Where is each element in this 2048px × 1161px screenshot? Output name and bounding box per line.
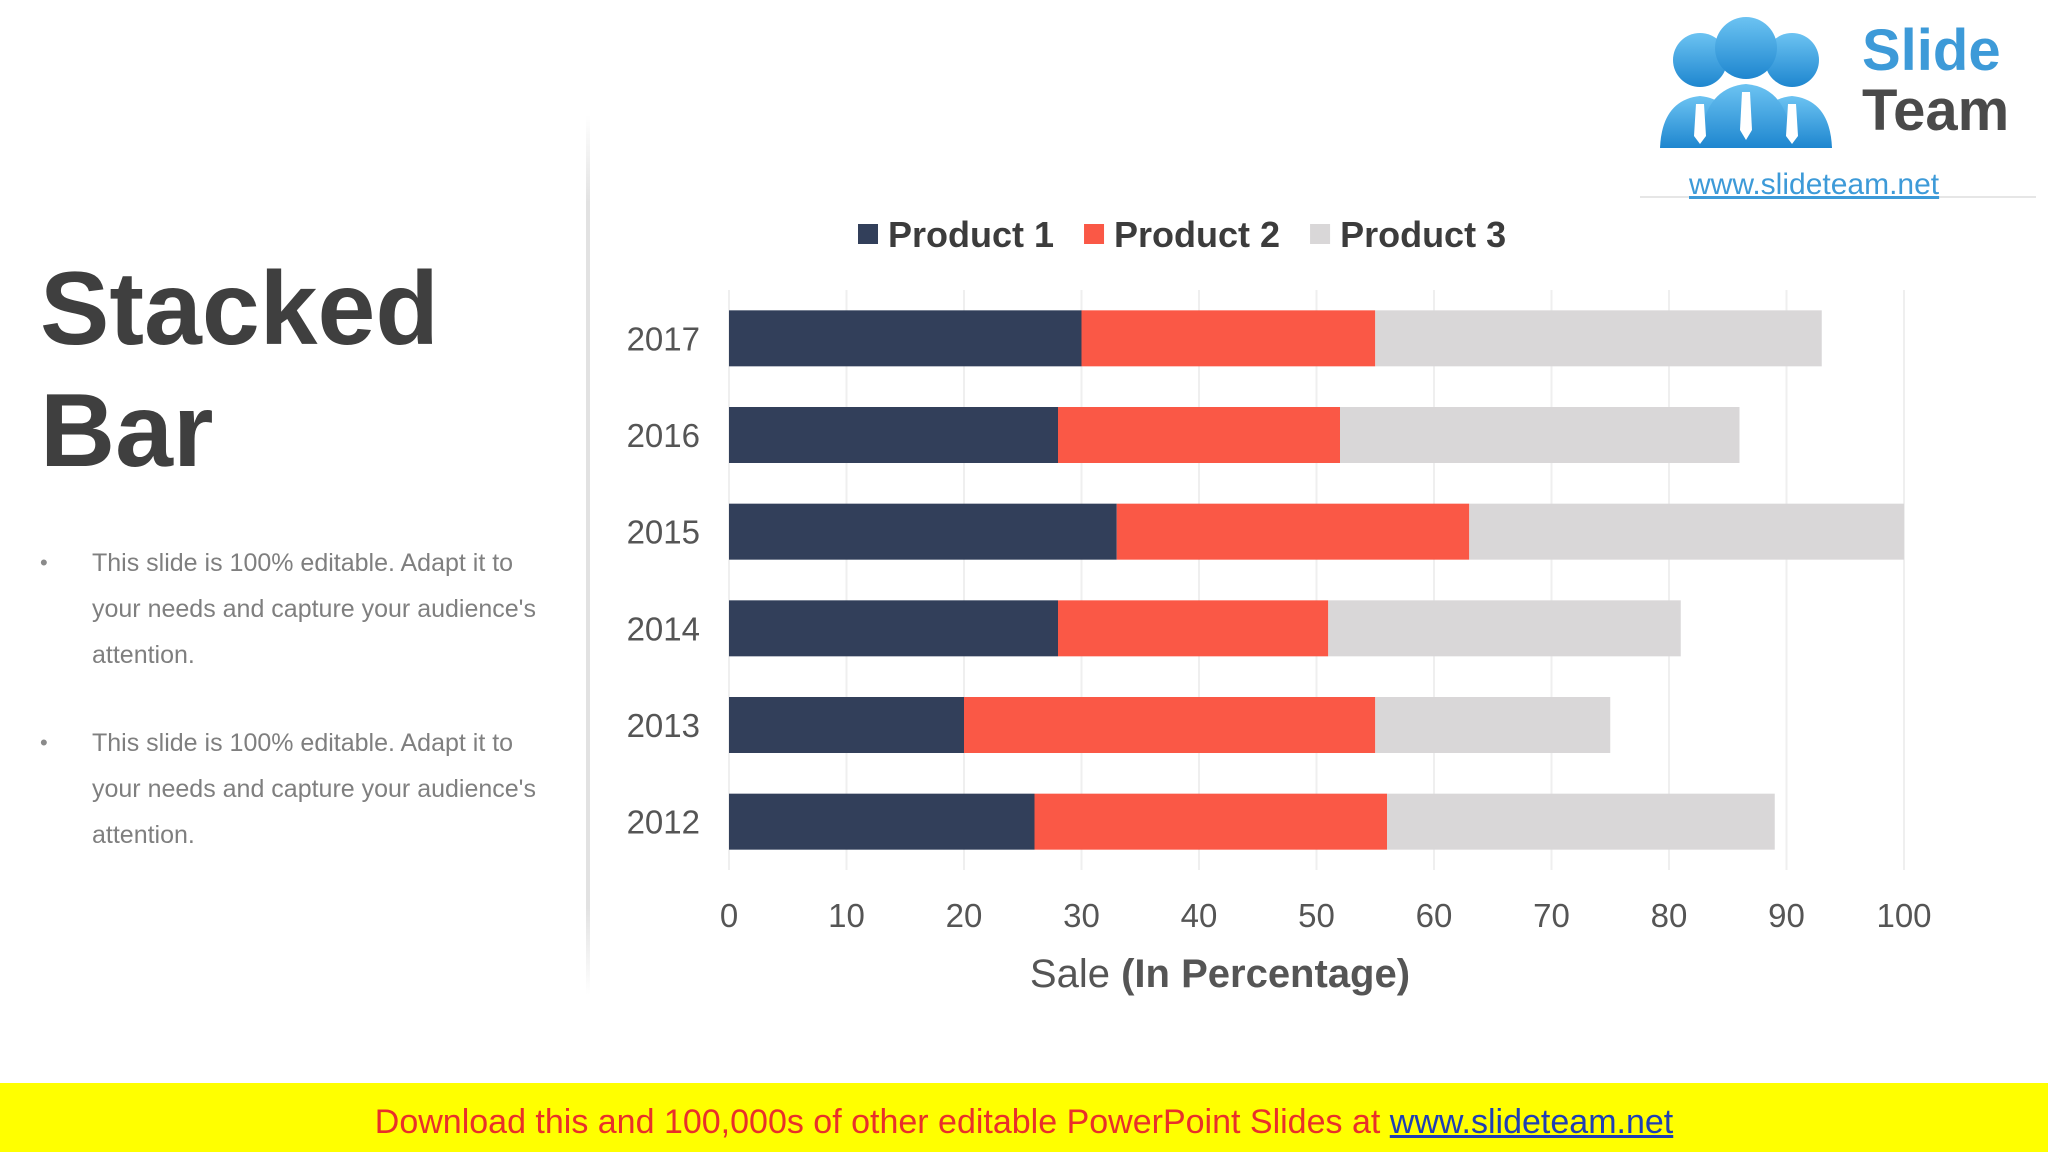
bar-segment xyxy=(1058,600,1329,657)
slide-title-line-1: Stacked xyxy=(40,251,439,367)
category-label: 2017 xyxy=(627,320,700,357)
slide-title-line-2: Bar xyxy=(40,373,214,489)
x-tick-label: 0 xyxy=(720,897,738,934)
x-tick-label: 70 xyxy=(1533,897,1570,934)
slideteam-logo: Slide Team www.slideteam.net xyxy=(1640,8,2036,201)
bar-segment xyxy=(1387,793,1775,850)
footer-text: Download this and 100,000s of other edit… xyxy=(374,1103,1390,1141)
x-tick-label: 60 xyxy=(1416,897,1453,934)
category-label: 2013 xyxy=(627,707,700,744)
x-tick-label: 40 xyxy=(1181,897,1218,934)
x-axis-title-bold: (In Percentage) xyxy=(1121,952,1410,996)
x-tick-label: 100 xyxy=(1876,897,1931,934)
bar-segment xyxy=(729,793,1035,850)
bar-segment xyxy=(1328,600,1681,657)
category-label: 2012 xyxy=(627,804,700,841)
bar-segment xyxy=(729,407,1058,463)
slide-title: Stacked Bar xyxy=(40,248,439,492)
gridlines xyxy=(728,290,1905,870)
x-axis-title: Sale (In Percentage) xyxy=(1030,952,1410,996)
legend-label: Product 1 xyxy=(888,214,1054,255)
chart-legend: Product 1 Product 2 Product 3 xyxy=(858,214,1506,255)
x-axis-title-regular: Sale xyxy=(1030,952,1121,996)
legend-swatch xyxy=(1310,224,1331,244)
bar-segment xyxy=(1375,310,1822,367)
vertical-divider xyxy=(586,115,590,995)
category-labels: 2017 2016 2015 2014 2013 2012 xyxy=(627,320,700,840)
legend-swatch xyxy=(1084,224,1105,244)
category-label: 2014 xyxy=(627,610,700,647)
legend-label: Product 3 xyxy=(1340,214,1506,255)
x-tick-label: 10 xyxy=(828,897,865,934)
x-tick-labels: 0 10 20 30 40 50 60 70 80 90 100 xyxy=(720,897,1932,934)
bar-segment xyxy=(1058,407,1340,463)
x-tick-label: 80 xyxy=(1651,897,1688,934)
legend-swatch xyxy=(858,224,878,244)
category-label: 2016 xyxy=(627,417,700,454)
bar-segment xyxy=(1116,503,1470,560)
bar-segment xyxy=(1081,310,1376,367)
logo-url-link[interactable]: www.slideteam.net xyxy=(1689,168,1940,201)
x-tick-label: 20 xyxy=(946,897,983,934)
bars xyxy=(729,310,1904,850)
download-banner: Download this and 100,000s of other edit… xyxy=(0,1083,2048,1152)
logo-word-slide: Slide xyxy=(1862,18,2001,83)
footer-link[interactable]: www.slideteam.net xyxy=(1389,1103,1674,1141)
bar-segment xyxy=(1375,697,1611,753)
bar-segment xyxy=(729,503,1117,560)
x-tick-label: 30 xyxy=(1063,897,1100,934)
category-label: 2015 xyxy=(627,514,700,551)
legend-label: Product 2 xyxy=(1114,214,1280,255)
stacked-bar-chart: Product 1 Product 2 Product 3 2017 2016 2015… xyxy=(627,214,1932,996)
bullet-item: This slide is 100% editable. Adapt it to… xyxy=(40,540,560,678)
bar-segment xyxy=(1469,503,1904,560)
x-tick-label: 50 xyxy=(1298,897,1335,934)
bar-segment xyxy=(729,697,964,753)
x-tick-label: 90 xyxy=(1768,897,1805,934)
bar-segment xyxy=(1034,793,1387,850)
bar-segment xyxy=(1340,407,1740,463)
bullet-list: This slide is 100% editable. Adapt it to… xyxy=(40,540,560,900)
bar-segment xyxy=(964,697,1376,753)
bar-segment xyxy=(729,310,1082,367)
bullet-item: This slide is 100% editable. Adapt it to… xyxy=(40,720,560,858)
logo-word-team: Team xyxy=(1862,78,2009,143)
bar-segment xyxy=(729,600,1058,657)
people-logo-icon: Slide Team xyxy=(1660,17,2009,148)
